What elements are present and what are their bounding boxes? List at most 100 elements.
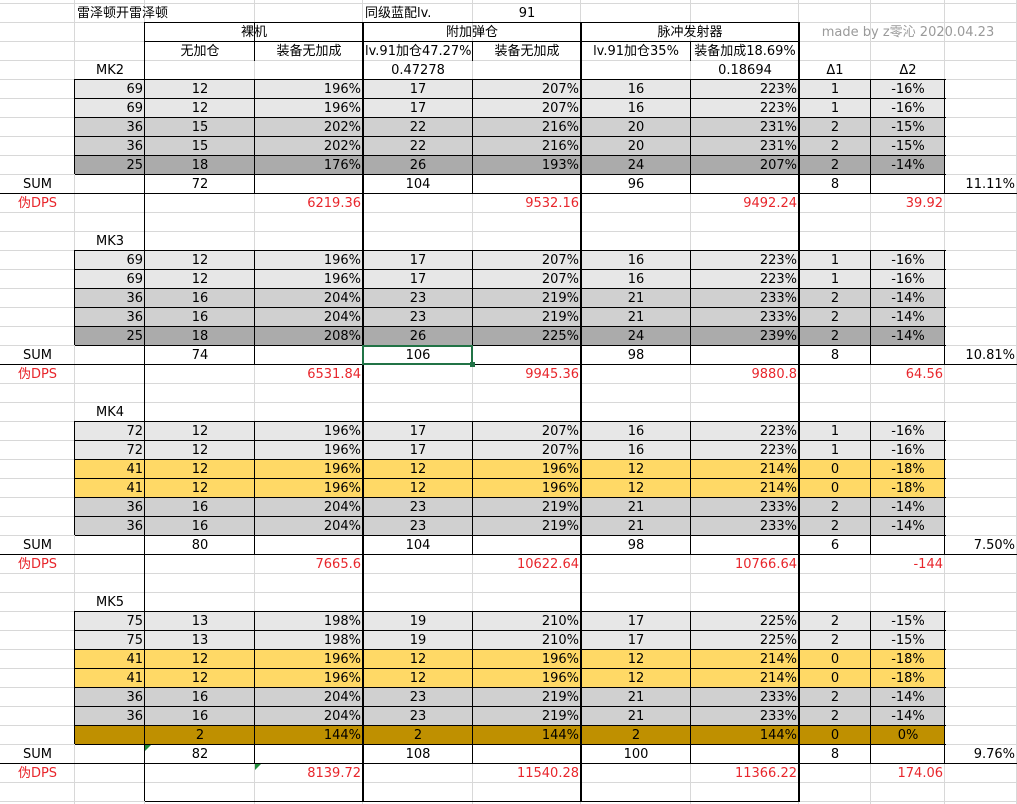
data-cell[interactable]: 144%: [323, 728, 361, 743]
data-cell[interactable]: 233%: [759, 500, 797, 515]
group-ammo[interactable]: 附加弹仓: [445, 25, 498, 40]
data-cell[interactable]: 2: [413, 728, 423, 743]
data-cell[interactable]: 223%: [759, 443, 797, 458]
data-cell[interactable]: -18%: [891, 481, 925, 496]
sum-cell[interactable]: 106: [405, 348, 431, 363]
sum-cell[interactable]: 74: [191, 348, 209, 363]
section-name[interactable]: MK2: [95, 63, 124, 78]
data-cell[interactable]: 2: [631, 728, 641, 743]
data-cell[interactable]: 19: [409, 614, 427, 629]
data-cell[interactable]: 41: [126, 481, 143, 496]
data-cell[interactable]: 24: [627, 158, 645, 173]
data-cell[interactable]: 15: [191, 120, 209, 135]
sum-cell[interactable]: 8: [830, 348, 840, 363]
data-cell[interactable]: 16: [627, 101, 645, 116]
data-cell[interactable]: 12: [191, 253, 209, 268]
data-cell[interactable]: 196%: [323, 253, 361, 268]
dps-cell[interactable]: 6531.84: [307, 367, 361, 382]
data-cell[interactable]: 198%: [323, 614, 361, 629]
col-header[interactable]: lv.91加仓35%: [593, 44, 679, 59]
data-cell[interactable]: -16%: [891, 101, 925, 116]
data-cell[interactable]: 2: [830, 291, 840, 306]
data-cell[interactable]: 2: [830, 690, 840, 705]
data-cell[interactable]: 219%: [541, 519, 579, 534]
delta1-header[interactable]: Δ1: [826, 63, 844, 78]
data-cell[interactable]: 25: [126, 329, 143, 344]
blue-level-value[interactable]: 91: [518, 6, 536, 21]
comment-indicator-icon[interactable]: [255, 764, 261, 770]
data-cell[interactable]: 17: [409, 101, 427, 116]
data-cell[interactable]: 1: [830, 253, 840, 268]
data-cell[interactable]: 196%: [541, 671, 579, 686]
data-cell[interactable]: 2: [830, 158, 840, 173]
data-cell[interactable]: 36: [126, 120, 143, 135]
pulse-factor[interactable]: 0.18694: [718, 63, 772, 78]
data-cell[interactable]: 0: [830, 481, 840, 496]
sum-label[interactable]: SUM: [23, 747, 52, 762]
data-cell[interactable]: 13: [191, 614, 209, 629]
data-cell[interactable]: 12: [627, 481, 645, 496]
data-cell[interactable]: -15%: [891, 139, 925, 154]
data-cell[interactable]: 16: [191, 690, 209, 705]
data-cell[interactable]: 36: [126, 690, 143, 705]
data-cell[interactable]: 12: [191, 652, 209, 667]
delta2-header[interactable]: Δ2: [899, 63, 917, 78]
data-cell[interactable]: 20: [627, 139, 645, 154]
data-cell[interactable]: 2: [830, 709, 840, 724]
dps-cell[interactable]: 10622.64: [516, 557, 579, 572]
col-header[interactable]: 装备无加成: [276, 44, 342, 59]
data-cell[interactable]: 196%: [323, 462, 361, 477]
data-cell[interactable]: 36: [126, 139, 143, 154]
dps-cell[interactable]: 9880.8: [751, 367, 798, 382]
data-cell[interactable]: 210%: [541, 633, 579, 648]
dps-cell[interactable]: -144: [913, 557, 943, 572]
data-cell[interactable]: 16: [627, 424, 645, 439]
fill-handle[interactable]: [470, 362, 475, 367]
data-cell[interactable]: 16: [191, 709, 209, 724]
data-cell[interactable]: 196%: [323, 424, 361, 439]
data-cell[interactable]: 36: [126, 519, 143, 534]
data-cell[interactable]: 219%: [541, 500, 579, 515]
data-cell[interactable]: 207%: [541, 82, 579, 97]
data-cell[interactable]: 202%: [323, 139, 361, 154]
data-cell[interactable]: 2: [830, 633, 840, 648]
data-cell[interactable]: 12: [191, 101, 209, 116]
data-cell[interactable]: -15%: [891, 633, 925, 648]
sum-cell[interactable]: 98: [627, 538, 645, 553]
data-cell[interactable]: 16: [191, 310, 209, 325]
sum-percent[interactable]: 7.50%: [973, 538, 1015, 553]
group-bare[interactable]: 裸机: [145, 23, 363, 42]
data-cell[interactable]: 12: [627, 652, 645, 667]
data-cell[interactable]: 16: [191, 291, 209, 306]
data-cell[interactable]: 204%: [323, 519, 361, 534]
data-cell[interactable]: 20: [627, 120, 645, 135]
col-header[interactable]: 无加仓: [180, 44, 220, 59]
data-cell[interactable]: 12: [409, 481, 427, 496]
data-cell[interactable]: 1: [830, 424, 840, 439]
data-cell[interactable]: 75: [126, 633, 143, 648]
data-cell[interactable]: 202%: [323, 120, 361, 135]
data-cell[interactable]: -14%: [891, 500, 925, 515]
data-cell[interactable]: 16: [627, 443, 645, 458]
data-cell[interactable]: 41: [126, 671, 143, 686]
data-cell[interactable]: -15%: [891, 120, 925, 135]
sum-cell[interactable]: 80: [191, 538, 209, 553]
sum-percent[interactable]: 10.81%: [965, 348, 1015, 363]
data-cell[interactable]: 225%: [759, 633, 797, 648]
data-cell[interactable]: 207%: [541, 443, 579, 458]
data-cell[interactable]: 231%: [759, 120, 797, 135]
data-cell[interactable]: -14%: [891, 158, 925, 173]
data-cell[interactable]: 41: [126, 652, 143, 667]
dps-label[interactable]: 伪DPS: [17, 196, 58, 211]
data-cell[interactable]: -16%: [891, 253, 925, 268]
sheet-title[interactable]: 雷泽顿开雷泽顿: [77, 6, 169, 21]
data-cell[interactable]: 23: [409, 310, 427, 325]
dps-cell[interactable]: 39.92: [905, 196, 943, 211]
sum-cell[interactable]: 8: [830, 177, 840, 192]
data-cell[interactable]: -14%: [891, 291, 925, 306]
data-cell[interactable]: 204%: [323, 310, 361, 325]
data-cell[interactable]: 12: [191, 82, 209, 97]
sum-cell[interactable]: 8: [830, 747, 840, 762]
data-cell[interactable]: 69: [126, 272, 143, 287]
data-cell[interactable]: 17: [627, 614, 645, 629]
